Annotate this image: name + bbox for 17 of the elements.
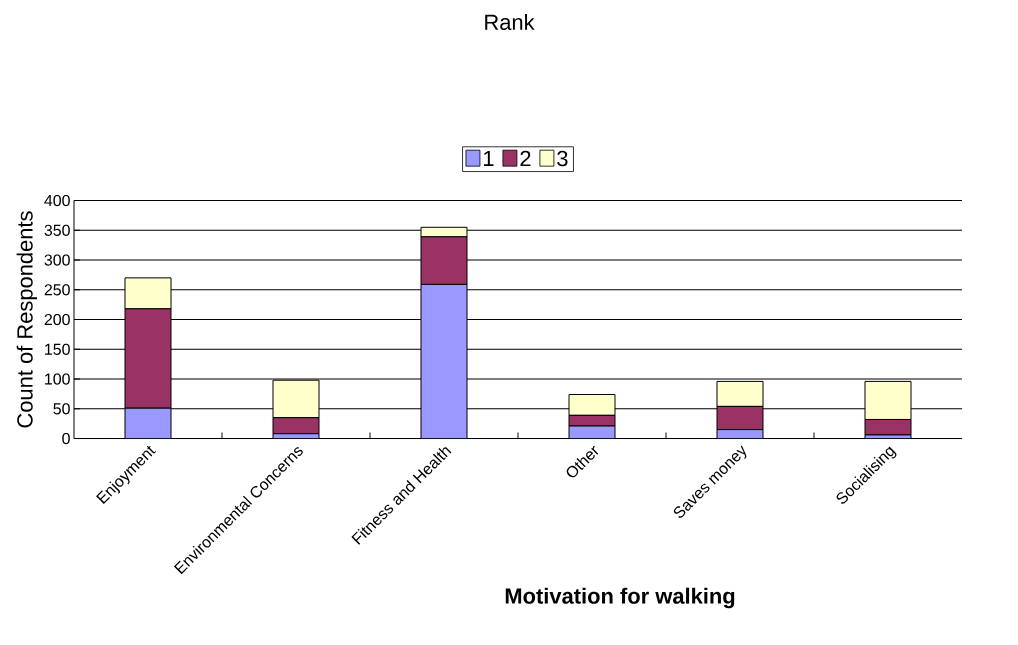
legend-label: 2	[520, 150, 531, 167]
y-tick-label: 150	[45, 343, 70, 355]
y-axis-title: Count of Respondents	[16, 211, 38, 428]
bar	[420, 283, 468, 439]
legend-label: 3	[557, 150, 568, 167]
y-tick-label: 250	[44, 284, 70, 296]
y-tick-label: 100	[45, 373, 70, 385]
legend-title: Rank	[485, 13, 535, 31]
y-tick-label: 350	[44, 224, 70, 236]
y-tick-label: 400	[44, 194, 70, 207]
y-tick-label: 0	[62, 432, 70, 445]
bar	[124, 407, 172, 439]
y-tick-label: 200	[44, 313, 70, 326]
y-tick-label: 300	[44, 254, 70, 266]
x-axis-title: Motivation for walking	[505, 587, 735, 609]
y-tick-label: 50	[53, 403, 70, 415]
legend-label: 1	[484, 150, 494, 166]
